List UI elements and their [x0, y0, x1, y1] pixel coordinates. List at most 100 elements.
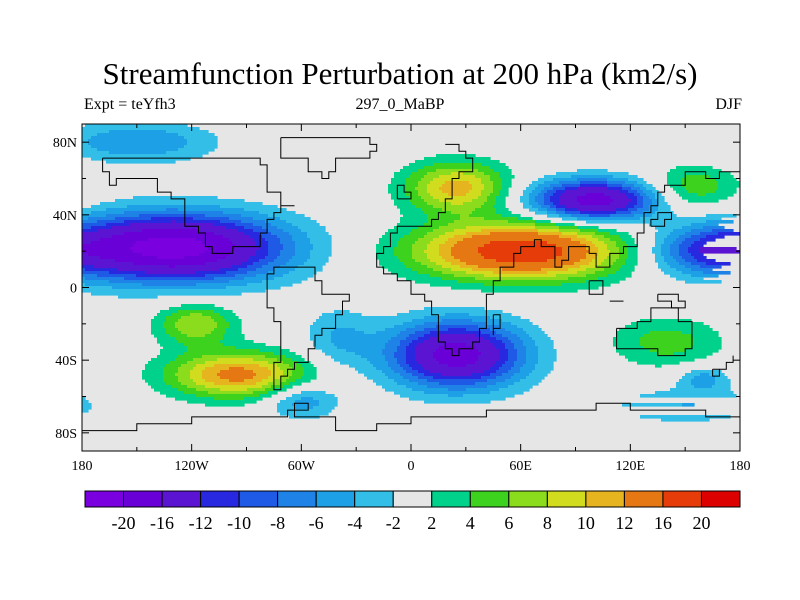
field-shade [220, 313, 236, 317]
field-shade [88, 253, 143, 257]
field-shade [253, 217, 281, 221]
field-shade [409, 232, 428, 236]
colorbar-box [123, 490, 163, 508]
field-shade [376, 331, 401, 335]
field-shade [454, 229, 482, 233]
field-shade [166, 151, 209, 155]
field-shade [562, 253, 587, 257]
field-shade [514, 361, 527, 365]
field-shade [616, 334, 644, 338]
field-shade [418, 337, 431, 341]
field-shade [466, 388, 500, 392]
field-shade [490, 178, 503, 182]
field-shade [703, 226, 725, 230]
field-shade [229, 253, 257, 257]
field-shade [409, 163, 434, 167]
field-shade [643, 190, 653, 194]
field-shade [607, 274, 632, 278]
field-shade [436, 349, 479, 353]
field-shade [658, 208, 671, 212]
field-shade [331, 337, 392, 341]
field-shade [481, 289, 578, 293]
field-shade [577, 169, 608, 173]
field-shade [376, 367, 392, 371]
colorbar-box [585, 490, 625, 508]
field-shade [301, 364, 314, 368]
field-shade [514, 373, 530, 377]
field-shade [169, 307, 224, 311]
field-shade [175, 220, 221, 224]
field-shade [145, 364, 167, 368]
field-shade [499, 325, 518, 329]
field-shade [229, 217, 254, 221]
field-shade [703, 271, 731, 275]
field-shade [421, 364, 449, 368]
field-shade [82, 130, 110, 134]
field-shade [667, 172, 731, 176]
field-shade [451, 250, 479, 254]
field-shade [622, 403, 683, 407]
field-shade [97, 133, 179, 137]
field-shade [469, 181, 482, 185]
field-shade [82, 289, 266, 293]
field-shade [631, 199, 638, 203]
field-shade [613, 199, 632, 203]
field-shade [523, 328, 542, 332]
field-shade [478, 325, 500, 329]
coastline [102, 157, 295, 254]
field-shade [166, 394, 197, 398]
colorbar-label: 4 [466, 513, 475, 533]
field-shade [463, 202, 485, 206]
colorbar-box [431, 490, 471, 508]
field-shade [571, 175, 614, 179]
field-shade [625, 259, 638, 263]
colorbar-box [354, 490, 394, 508]
field-shade [142, 283, 197, 287]
field-shade [466, 343, 494, 347]
field-shade [256, 274, 284, 278]
field-shade [145, 379, 164, 383]
field-shade [217, 358, 254, 362]
field-shade [628, 358, 695, 362]
field-shade [526, 352, 539, 356]
field-shade [391, 271, 419, 275]
field-shade [502, 178, 512, 182]
field-shade [508, 337, 521, 341]
field-shade [544, 193, 554, 197]
field-shade [409, 379, 428, 383]
colorbar-box [662, 490, 702, 508]
field-shade [613, 337, 641, 341]
field-shade [259, 349, 290, 353]
field-shade [172, 385, 188, 389]
field-shade [178, 376, 191, 380]
field-shade [496, 346, 506, 350]
field-shade [592, 235, 605, 239]
field-shade [82, 250, 134, 254]
field-shade [301, 397, 314, 401]
field-shade [187, 400, 257, 404]
field-shade [304, 370, 317, 374]
field-shade [655, 196, 665, 200]
field-shade [130, 247, 209, 251]
field-shade [469, 214, 503, 218]
field-shade [598, 229, 617, 233]
field-shade [556, 190, 566, 194]
field-shade [685, 349, 719, 353]
field-shade [517, 217, 533, 221]
field-shade [394, 226, 419, 230]
field-shade [652, 190, 659, 194]
field-shade [484, 283, 563, 287]
field-shade [310, 325, 395, 329]
field-shade [154, 334, 170, 338]
field-shade [268, 229, 284, 233]
field-shade [265, 256, 278, 260]
field-shade [82, 127, 200, 131]
field-shade [226, 331, 242, 335]
field-shade [82, 232, 125, 236]
field-shade [175, 265, 233, 269]
field-shade [166, 364, 182, 368]
field-shade [82, 253, 89, 257]
field-shade [280, 250, 296, 254]
field-shade [277, 364, 290, 368]
field-shade [253, 229, 269, 233]
